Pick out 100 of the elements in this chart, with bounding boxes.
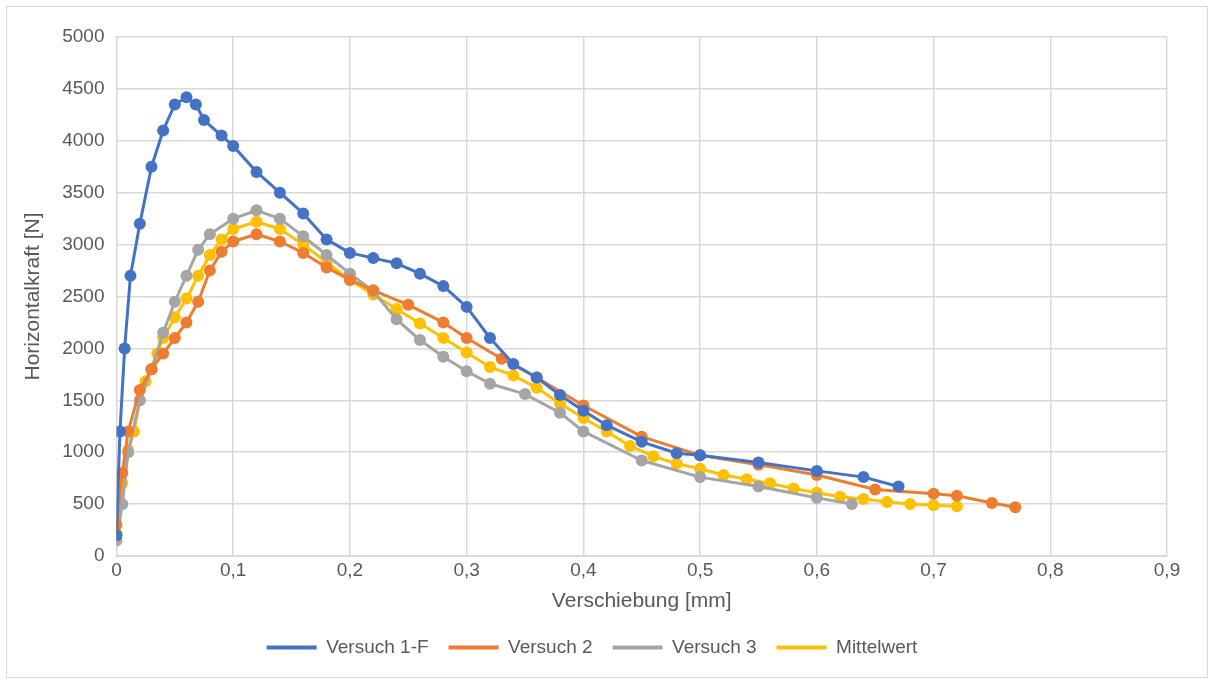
y-tick-label: 0 (93, 544, 105, 566)
point (460, 300, 473, 313)
point (203, 264, 216, 277)
point (157, 326, 170, 339)
point (157, 124, 170, 137)
point (198, 114, 211, 127)
point (670, 457, 683, 470)
point (203, 228, 216, 241)
point (180, 292, 193, 305)
point (892, 480, 905, 493)
point (927, 487, 940, 500)
point (413, 317, 426, 330)
x-tick-label: 0,9 (1153, 558, 1181, 580)
point (390, 313, 403, 326)
point (810, 491, 823, 504)
point (1009, 501, 1022, 514)
point (752, 480, 765, 493)
point (402, 298, 415, 311)
point (227, 212, 240, 225)
x-tick-label: 0,7 (920, 558, 947, 580)
point (192, 295, 205, 308)
point (145, 160, 158, 173)
point (437, 332, 450, 345)
point (845, 498, 858, 511)
point (483, 332, 496, 345)
point (507, 357, 520, 370)
point (273, 223, 286, 236)
x-tick-label: 0,3 (453, 558, 480, 580)
y-tick-label: 4000 (62, 129, 105, 151)
point (343, 246, 356, 259)
point (904, 498, 917, 511)
point (927, 499, 940, 512)
point (297, 246, 310, 259)
point (413, 334, 426, 347)
point (180, 91, 193, 104)
point (600, 419, 613, 432)
point (437, 280, 450, 293)
point (297, 230, 310, 243)
point (192, 269, 205, 282)
legend-label: Versuch 1-F (326, 635, 429, 657)
point (297, 207, 310, 220)
point (203, 248, 216, 261)
point (189, 98, 202, 111)
point (168, 332, 181, 345)
point (554, 406, 567, 419)
point (250, 215, 263, 228)
y-tick-label: 2500 (62, 284, 105, 306)
point (694, 471, 707, 484)
point (483, 361, 496, 374)
point (320, 233, 333, 246)
legend-label: Versuch 2 (508, 635, 593, 657)
point (133, 383, 146, 396)
point (635, 435, 648, 448)
point (670, 447, 683, 460)
point (168, 98, 181, 111)
point (273, 186, 286, 199)
legend-label: Mittelwert (836, 635, 919, 657)
point (390, 257, 403, 270)
x-tick-label: 0,4 (570, 558, 598, 580)
point (227, 223, 240, 236)
y-tick-label: 1000 (62, 440, 105, 462)
x-tick-label: 0,5 (686, 558, 714, 580)
y-tick-label: 5000 (62, 25, 105, 47)
y-tick-label: 3000 (62, 232, 105, 254)
point (320, 261, 333, 274)
point (273, 235, 286, 248)
point (133, 217, 146, 230)
point (250, 204, 263, 217)
point (180, 316, 193, 329)
y-tick-label: 1500 (62, 388, 105, 410)
point (192, 243, 205, 256)
point (168, 295, 181, 308)
point (215, 245, 228, 258)
point (530, 381, 543, 394)
point (577, 404, 590, 417)
point (519, 388, 532, 401)
legend-label: Versuch 3 (672, 635, 757, 657)
point (507, 369, 520, 382)
point (554, 389, 567, 402)
point (227, 139, 240, 152)
point (577, 425, 590, 438)
point (413, 267, 426, 280)
point (460, 332, 473, 345)
point (635, 454, 648, 467)
x-axis-title: Verschiebung [mm] (551, 588, 732, 612)
point (950, 500, 963, 513)
y-tick-label: 500 (72, 492, 105, 514)
y-tick-label: 4500 (62, 77, 105, 99)
x-tick-label: 0,2 (336, 558, 364, 580)
x-tick-label: 0,6 (803, 558, 831, 580)
point (483, 377, 496, 390)
point (460, 346, 473, 359)
point (985, 497, 998, 510)
point (273, 212, 286, 225)
point (215, 233, 228, 246)
x-tick-label: 0 (111, 558, 122, 580)
point (118, 342, 131, 355)
point (124, 269, 137, 282)
point (250, 228, 263, 241)
point (647, 450, 660, 463)
